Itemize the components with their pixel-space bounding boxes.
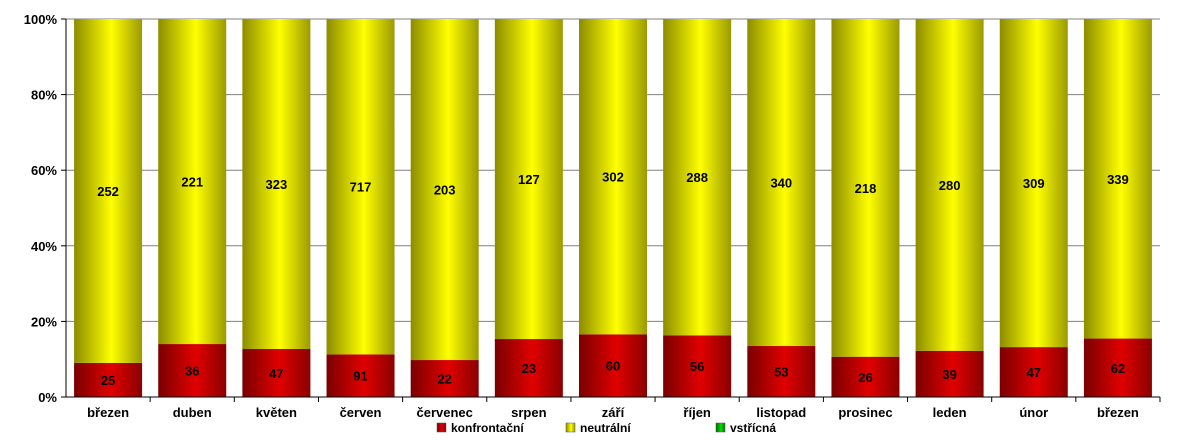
y-tick-label: 40% [31, 239, 57, 254]
x-tick-label: květen [256, 405, 297, 420]
x-tick-label: listopad [756, 405, 806, 420]
data-label: 60 [606, 359, 620, 374]
bar-segment-konfrontacni [74, 362, 143, 397]
legend-item: vstřícná [715, 421, 776, 435]
data-label: 221 [181, 175, 203, 190]
y-tick-label: 80% [31, 88, 57, 103]
bar-segment-neutralni [74, 19, 143, 363]
bar-segment-neutralni [915, 19, 984, 351]
data-labels: 25 252 36 221 47 323 91 717 22 203 23 127 60 302 56 288… [97, 170, 1129, 388]
data-label: 309 [1023, 176, 1045, 191]
data-label: 36 [185, 364, 199, 379]
legend-item: neutrální [565, 421, 631, 435]
y-tick-label: 100% [24, 12, 58, 27]
legend: konfrontační neutrální vstřícná [436, 421, 776, 435]
bar-segment-neutralni [663, 19, 732, 336]
data-label: 62 [1111, 361, 1125, 376]
bar-segment-konfrontacni [410, 360, 479, 397]
x-tick-label: leden [933, 405, 967, 420]
data-label: 302 [602, 170, 624, 185]
bar-segment-konfrontacni [158, 344, 227, 397]
bars [74, 19, 1152, 397]
bar-segment-neutralni [326, 19, 395, 355]
bar-segment-konfrontacni [915, 350, 984, 397]
y-tick-label: 60% [31, 163, 57, 178]
data-label: 53 [774, 365, 788, 380]
legend-swatch [565, 422, 576, 433]
bar-segment-neutralni [494, 19, 563, 340]
data-label: 91 [353, 369, 367, 384]
bar-segment-konfrontacni [1083, 338, 1152, 397]
bar-segment-neutralni [1083, 19, 1152, 339]
data-label: 218 [855, 181, 877, 196]
bar-segment-konfrontacni [747, 346, 816, 397]
data-label: 25 [101, 373, 115, 388]
data-label: 288 [686, 170, 708, 185]
data-label: 203 [434, 183, 456, 198]
data-label: 252 [97, 184, 119, 199]
x-tick-label: červen [340, 405, 382, 420]
data-label: 280 [939, 178, 961, 193]
data-label: 717 [350, 180, 372, 195]
legend-label: vstřícná [730, 421, 776, 435]
bar-segment-neutralni [242, 19, 311, 349]
legend-label: konfrontační [451, 421, 524, 435]
x-tick-label: září [602, 405, 625, 420]
bar-segment-neutralni [831, 19, 900, 357]
data-label: 47 [1027, 365, 1041, 380]
bar-segment-konfrontacni [242, 348, 311, 397]
data-label: 56 [690, 359, 704, 374]
bar-segment-neutralni [410, 19, 479, 361]
y-tick-label: 20% [31, 314, 57, 329]
x-tick-label: srpen [511, 405, 546, 420]
bar-segment-neutralni [579, 19, 647, 335]
data-label: 127 [518, 172, 540, 187]
x-tick-label: březen [87, 405, 129, 420]
data-label: 23 [522, 361, 536, 376]
bar-segment-konfrontacni [999, 347, 1068, 397]
legend-item: konfrontační [436, 421, 524, 435]
data-label: 22 [437, 372, 451, 387]
bar-segment-neutralni [999, 19, 1068, 348]
y-tick-label: 0% [38, 390, 57, 405]
x-tick-label: únor [1019, 405, 1048, 420]
x-tick-label: březen [1097, 405, 1139, 420]
data-label: 340 [770, 176, 792, 191]
x-tick-label: říjen [683, 405, 711, 420]
data-label: 339 [1107, 172, 1129, 187]
legend-label: neutrální [580, 421, 631, 435]
data-label: 47 [269, 366, 283, 381]
bar-segment-neutralni [158, 19, 227, 345]
legend-swatch [715, 422, 726, 433]
x-tick-label: červenec [416, 405, 472, 420]
data-label: 26 [858, 370, 872, 385]
data-label: 39 [942, 367, 956, 382]
bar-segment-konfrontacni [831, 356, 900, 397]
x-tick-label: duben [173, 405, 212, 420]
bar-segment-konfrontacni [663, 335, 732, 397]
bar-segment-konfrontacni [494, 339, 563, 397]
x-tick-label: prosinec [838, 405, 892, 420]
legend-swatch [436, 422, 447, 433]
axes: 0% 20% 40% 60% 80% 100% březen duben květen červe… [24, 12, 1161, 420]
bar-segment-konfrontacni [579, 334, 647, 397]
bar-segment-neutralni [747, 19, 816, 347]
data-label: 323 [266, 177, 288, 192]
bar-segment-konfrontacni [326, 354, 395, 397]
